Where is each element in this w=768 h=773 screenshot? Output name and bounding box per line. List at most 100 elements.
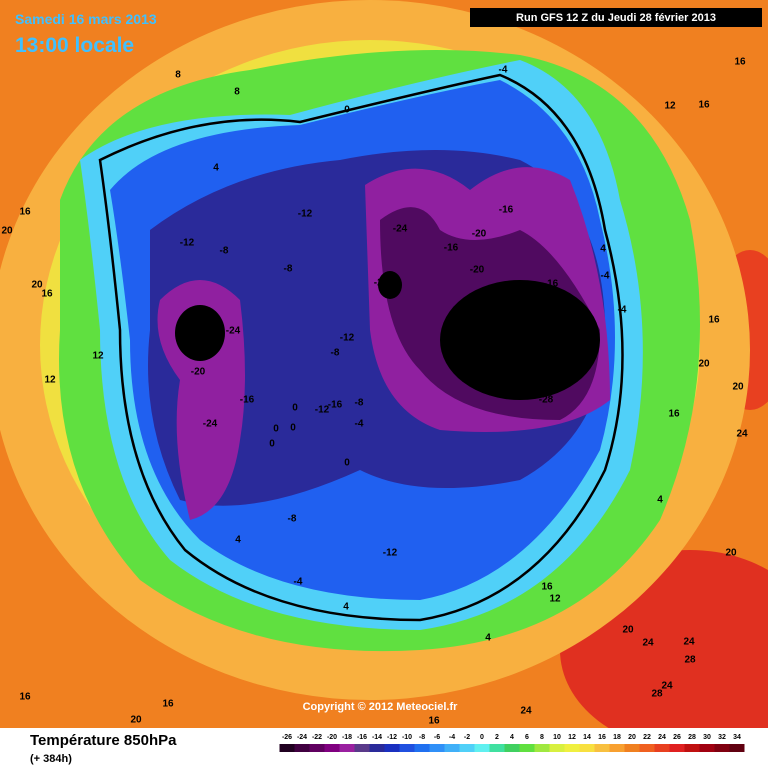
- contour-label: 24: [642, 638, 654, 649]
- colorbar-tick-label: 12: [568, 734, 576, 741]
- colorbar-swatch: [624, 744, 640, 752]
- colorbar-swatch: [564, 744, 580, 752]
- colorbar-tick-label: -22: [312, 734, 322, 741]
- colorbar-swatch: [459, 744, 475, 752]
- colorbar-tick-label: -16: [357, 734, 367, 741]
- colorbar-tick-label: 24: [658, 734, 666, 741]
- contour-label: -24: [393, 224, 408, 235]
- colorbar-tick-label: -8: [419, 734, 425, 741]
- band-minus-28: [378, 271, 402, 299]
- contour-label: 16: [428, 716, 440, 727]
- colorbar-tick-label: 16: [598, 734, 606, 741]
- colorbar-swatch: [609, 744, 625, 752]
- contour-label: -8: [284, 264, 293, 275]
- colorbar-swatch: [309, 744, 325, 752]
- colorbar-swatch: [519, 744, 535, 752]
- contour-label: -12: [383, 548, 398, 559]
- colorbar-swatch: [714, 744, 730, 752]
- colorbar-tick-label: -10: [402, 734, 412, 741]
- contour-label: 28: [651, 689, 663, 700]
- colorbar-tick-label: 8: [540, 734, 544, 741]
- contour-label: 20: [130, 715, 142, 726]
- contour-label: 4: [343, 602, 349, 613]
- contour-label: -16: [444, 243, 459, 254]
- contour-label: 28: [684, 655, 696, 666]
- contour-label: -4: [499, 65, 508, 76]
- contour-label: 16: [734, 57, 746, 68]
- contour-label: 16: [698, 100, 710, 111]
- contour-label: 16: [19, 207, 31, 218]
- colorbar-tick-label: 34: [733, 734, 741, 741]
- colorbar-tick-label: -4: [449, 734, 455, 741]
- colorbar-swatch: [294, 744, 310, 752]
- contour-label: -20: [191, 367, 206, 378]
- colorbar-tick-label: -2: [464, 734, 470, 741]
- contour-label: -20: [566, 322, 581, 333]
- contour-label: -8: [220, 246, 229, 257]
- contour-label: 24: [683, 637, 695, 648]
- contour-label: 0: [292, 403, 298, 414]
- contour-label: 12: [92, 351, 104, 362]
- colorbar-tick-label: -18: [342, 734, 352, 741]
- band-minus-28: [440, 280, 600, 400]
- contour-label: 0: [273, 424, 279, 435]
- contour-label: -28: [500, 305, 515, 316]
- colorbar-swatch: [429, 744, 445, 752]
- contour-label: -12: [315, 405, 330, 416]
- colorbar-tick-label: -26: [282, 734, 292, 741]
- colorbar: -26 -24 -22 -20 -18 -16 -14 -12 -10 -8 -6 -4 -2 0 2 4 6 8…: [279, 734, 745, 752]
- copyright: Copyright © 2012 Meteociel.fr: [303, 701, 459, 713]
- contour-label: -12: [298, 209, 313, 220]
- colorbar-swatch: [369, 744, 385, 752]
- contour-label: 12: [44, 375, 56, 386]
- contour-label: -4: [601, 271, 610, 282]
- contour-label: 16: [668, 409, 680, 420]
- contour-label: 0: [344, 105, 350, 116]
- colorbar-tick-label: 18: [613, 734, 621, 741]
- contour-label: 16: [541, 582, 553, 593]
- temperature-field: [0, 0, 768, 750]
- contour-label: 20: [698, 359, 710, 370]
- contour-label: 20: [732, 382, 744, 393]
- contour-label: 4: [485, 633, 491, 644]
- contour-label: 20: [622, 625, 634, 636]
- contour-label: -24: [374, 278, 389, 289]
- colorbar-swatch: [279, 744, 295, 752]
- contour-label: -4: [618, 305, 627, 316]
- colorbar-tick-label: 2: [495, 734, 499, 741]
- contour-label: 8: [175, 70, 181, 81]
- contour-label: -24: [226, 326, 241, 337]
- contour-label: -8: [355, 398, 364, 409]
- contour-label: 4: [213, 163, 219, 174]
- contour-label: -8: [288, 514, 297, 525]
- colorbar-swatch: [669, 744, 685, 752]
- contour-label: -28: [539, 395, 554, 406]
- colorbar-swatch: [354, 744, 370, 752]
- contour-label: -20: [470, 265, 485, 276]
- contour-label: 0: [344, 458, 350, 469]
- contour-label: -24: [530, 289, 545, 300]
- colorbar-swatch: [489, 744, 505, 752]
- contour-label: 20: [31, 280, 43, 291]
- band-minus-28: [175, 305, 225, 361]
- colorbar-tick-label: 0: [480, 734, 484, 741]
- contour-label: -20: [472, 229, 487, 240]
- colorbar-tick-label: 14: [583, 734, 591, 741]
- forecast-lead: (+ 384h): [30, 753, 72, 765]
- run-info: Run GFS 12 Z du Jeudi 28 février 2013: [516, 12, 716, 24]
- field-title: Température 850hPa: [30, 732, 177, 749]
- colorbar-swatch: [414, 744, 430, 752]
- colorbar-tick-label: -6: [434, 734, 440, 741]
- zero-isotherm: [98, 73, 624, 622]
- contour-label: -16: [544, 279, 559, 290]
- run-box: [470, 8, 762, 27]
- colorbar-swatch: [684, 744, 700, 752]
- colorbar-swatch: [549, 744, 565, 752]
- colorbar-tick-label: 10: [553, 734, 561, 741]
- colorbar-swatch: [594, 744, 610, 752]
- contour-label: 8: [234, 87, 240, 98]
- colorbar-swatch: [444, 744, 460, 752]
- contour-label: 24: [736, 429, 748, 440]
- contour-label: 20: [725, 548, 737, 559]
